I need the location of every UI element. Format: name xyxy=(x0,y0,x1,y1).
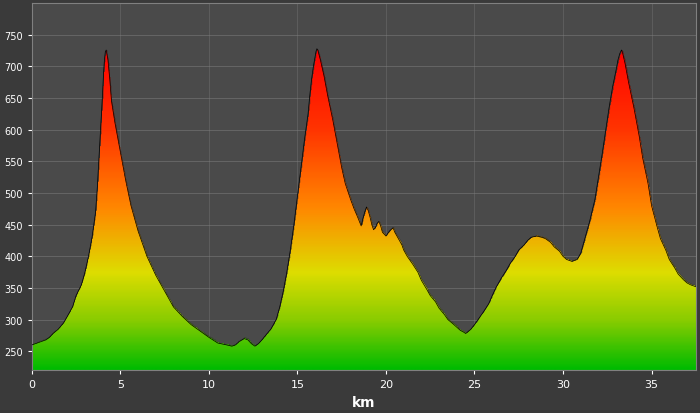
X-axis label: km: km xyxy=(352,395,376,409)
